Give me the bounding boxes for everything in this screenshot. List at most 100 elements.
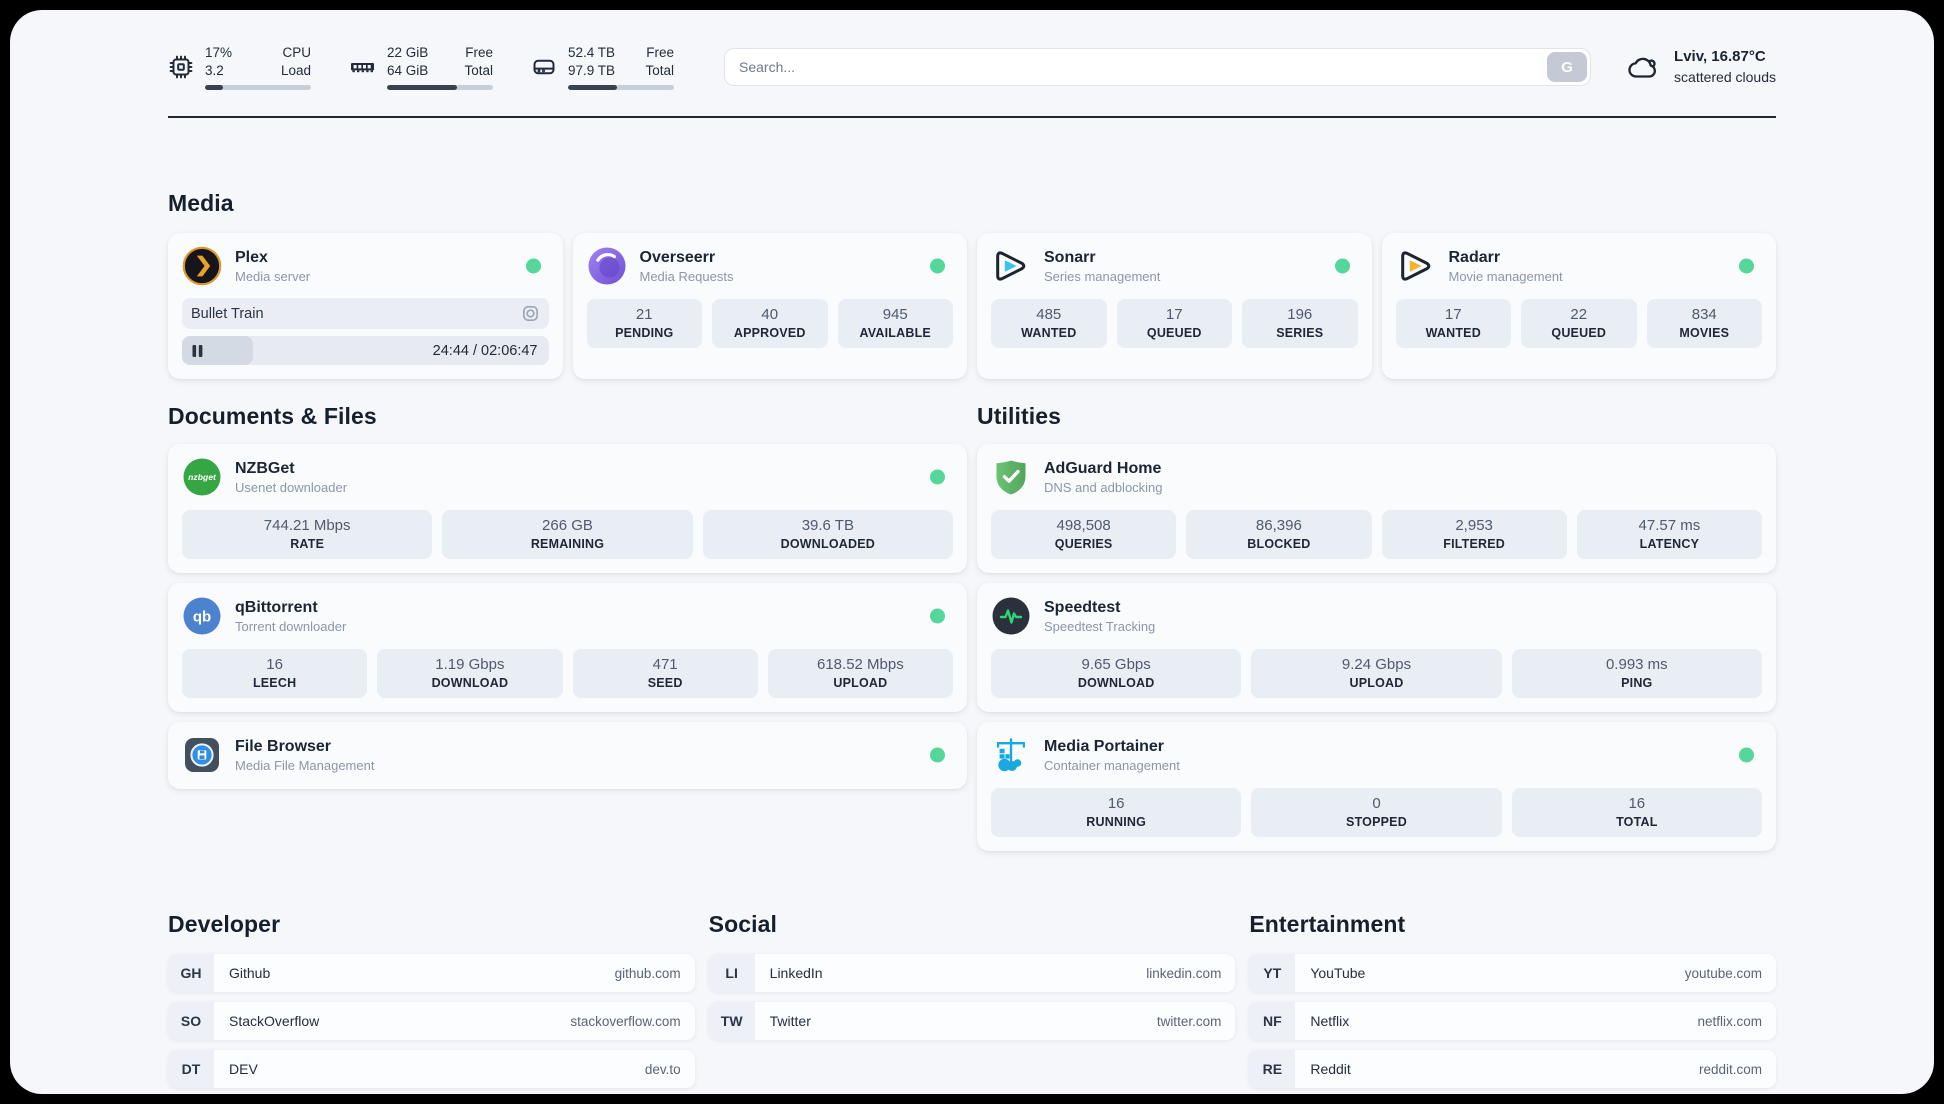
stat-queued: 17 QUEUED — [1116, 299, 1232, 348]
stat-leech: 16 LEECH — [182, 649, 368, 698]
dashboard: 17% 3.2 CPU Load — [10, 10, 1934, 1094]
plex-icon — [182, 246, 222, 286]
adguard-card[interactable]: AdGuard Home DNS and adblocking 498,508 Q… — [977, 444, 1776, 573]
link-url: youtube.com — [1684, 965, 1762, 981]
entertainment-section-title: Entertainment — [1249, 911, 1406, 937]
sonarr-card[interactable]: Sonarr Series management 485 WANTED 17 QUE… — [977, 233, 1372, 379]
cpu-labels: CPU Load — [280, 45, 311, 78]
status-dot — [930, 747, 945, 763]
stat-stopped: 0 STOPPED — [1251, 788, 1502, 837]
app-subtitle: Usenet downloader — [235, 480, 348, 495]
link-twitter[interactable]: TW Twitter twitter.com — [708, 1002, 1236, 1040]
link-dev[interactable]: DT DEV dev.to — [168, 1050, 695, 1088]
status-dot — [930, 258, 945, 274]
status-dot — [930, 469, 945, 485]
ram-icon — [351, 63, 374, 73]
cpu-metric: 17% 3.2 CPU Load — [168, 44, 311, 90]
radarr-card[interactable]: Radarr Movie management 17 WANTED 22 QUEUE… — [1381, 233, 1776, 379]
stat-latency: 47.57 ms LATENCY — [1576, 510, 1762, 559]
link-name: StackOverflow — [229, 1013, 320, 1029]
stat-download: 1.19 Gbps DOWNLOAD — [377, 649, 563, 698]
filebrowser-card[interactable]: File Browser Media File Management — [168, 722, 967, 789]
link-stackoverflow[interactable]: SO StackOverflow stackoverflow.com — [168, 1002, 695, 1040]
app-subtitle: DNS and adblocking — [1044, 480, 1163, 495]
app-subtitle: Container management — [1044, 758, 1180, 773]
cpu-values: 17% 3.2 — [205, 44, 232, 79]
link-youtube[interactable]: YT YouTube youtube.com — [1249, 954, 1776, 992]
qbittorrent-card[interactable]: qb qBittorrent Torrent downloader 16 LEEC… — [168, 583, 967, 712]
ram-progressbar — [387, 84, 493, 90]
stat-upload: 618.52 Mbps UPLOAD — [767, 649, 953, 698]
ram-values: 22 GiB 64 GiB — [387, 45, 429, 78]
media-cards: Plex Media server Bullet Train — [168, 233, 1776, 379]
header-divider — [168, 116, 1776, 118]
stat-series: 196 SERIES — [1242, 299, 1358, 348]
adguard-icon — [996, 460, 1026, 495]
social-column: Social LI LinkedIn linkedin.com TW Twitt… — [708, 911, 1236, 1094]
status-dot — [1334, 258, 1350, 274]
weather-location: Lviv, 16.87°C — [1674, 48, 1766, 66]
link-name: DEV — [229, 1061, 258, 1077]
search-engine-button[interactable]: G — [1547, 52, 1588, 82]
nzbget-card[interactable]: nzbget NZBGet Usenet downloader 744.21 M… — [168, 444, 967, 573]
disk-metric: 52.4 TB 97.9 TB Free Total — [531, 44, 674, 90]
pause-icon[interactable] — [192, 344, 203, 357]
link-url: twitter.com — [1156, 1013, 1222, 1029]
disk-icon — [533, 59, 555, 75]
link-abbr-badge: LI — [708, 954, 755, 992]
overseerr-card[interactable]: Overseerr Media Requests 21 PENDING 40 APP… — [572, 233, 967, 379]
link-name: LinkedIn — [769, 965, 823, 981]
disk-values: 52.4 TB 97.9 TB — [568, 45, 616, 78]
app-subtitle: Series management — [1044, 269, 1161, 284]
stat-rate: 744.21 Mbps RATE — [182, 510, 433, 559]
app-subtitle: Media Requests — [639, 269, 734, 284]
app-subtitle: Speedtest Tracking — [1044, 619, 1156, 634]
stat-pending: 21 PENDING — [586, 299, 702, 348]
weather-condition: scattered clouds — [1674, 68, 1776, 85]
link-reddit[interactable]: RE Reddit reddit.com — [1249, 1050, 1776, 1088]
stat-total: 16 TOTAL — [1511, 788, 1762, 837]
weather-widget: Lviv, 16.87°C scattered clouds — [1627, 47, 1776, 86]
qbittorrent-icon: qb — [183, 597, 221, 635]
search-input[interactable] — [724, 48, 1592, 86]
player-progress[interactable]: 24:44 / 02:06:47 — [182, 336, 549, 365]
topbar: 17% 3.2 CPU Load — [168, 40, 1776, 94]
app-subtitle: Media server — [235, 269, 311, 284]
cpu-icon — [169, 55, 193, 79]
app-subtitle: Media File Management — [235, 758, 375, 773]
app-name: Plex — [235, 249, 268, 266]
speedtest-card[interactable]: Speedtest Speedtest Tracking 9.65 Gbps DO… — [977, 583, 1776, 712]
playback-time: 24:44 / 02:06:47 — [432, 342, 538, 359]
app-name: Overseerr — [639, 249, 716, 266]
content: Media Plex Media server Bullet Train — [10, 190, 1934, 1094]
cloud-icon — [1628, 57, 1657, 78]
link-url: reddit.com — [1698, 1061, 1762, 1077]
app-subtitle: Torrent downloader — [235, 619, 347, 634]
status-dot — [930, 608, 945, 624]
app-name: File Browser — [235, 738, 332, 755]
link-github[interactable]: GH Github github.com — [168, 954, 695, 992]
disk-progressbar — [568, 84, 674, 90]
stat-filtered: 2,953 FILTERED — [1381, 510, 1567, 559]
portainer-card[interactable]: Media Portainer Container management 16 R… — [977, 722, 1776, 851]
stat-blocked: 86,396 BLOCKED — [1186, 510, 1372, 559]
plex-card[interactable]: Plex Media server Bullet Train — [168, 233, 563, 379]
app-name: qBittorrent — [235, 599, 318, 616]
speedtest-icon — [992, 597, 1030, 635]
link-url: netflix.com — [1697, 1013, 1762, 1029]
ram-labels: Free Total — [464, 45, 493, 78]
app-name: AdGuard Home — [1044, 460, 1162, 477]
now-playing-title: Bullet Train — [191, 305, 264, 322]
link-netflix[interactable]: NF Netflix netflix.com — [1249, 1002, 1776, 1040]
documents-column: Documents & Files nzbget NZBGet Usenet d… — [168, 403, 967, 861]
session-icon[interactable] — [521, 304, 540, 323]
app-name: Media Portainer — [1044, 738, 1165, 755]
link-linkedin[interactable]: LI LinkedIn linkedin.com — [708, 954, 1236, 992]
status-dot — [1739, 747, 1754, 763]
cpu-percent: 17% — [205, 45, 233, 61]
app-subtitle: Movie management — [1448, 269, 1563, 284]
status-dot — [525, 258, 541, 274]
app-name: NZBGet — [235, 460, 295, 477]
link-url: stackoverflow.com — [570, 1013, 681, 1029]
stat-remaining: 266 GB REMAINING — [442, 510, 693, 559]
